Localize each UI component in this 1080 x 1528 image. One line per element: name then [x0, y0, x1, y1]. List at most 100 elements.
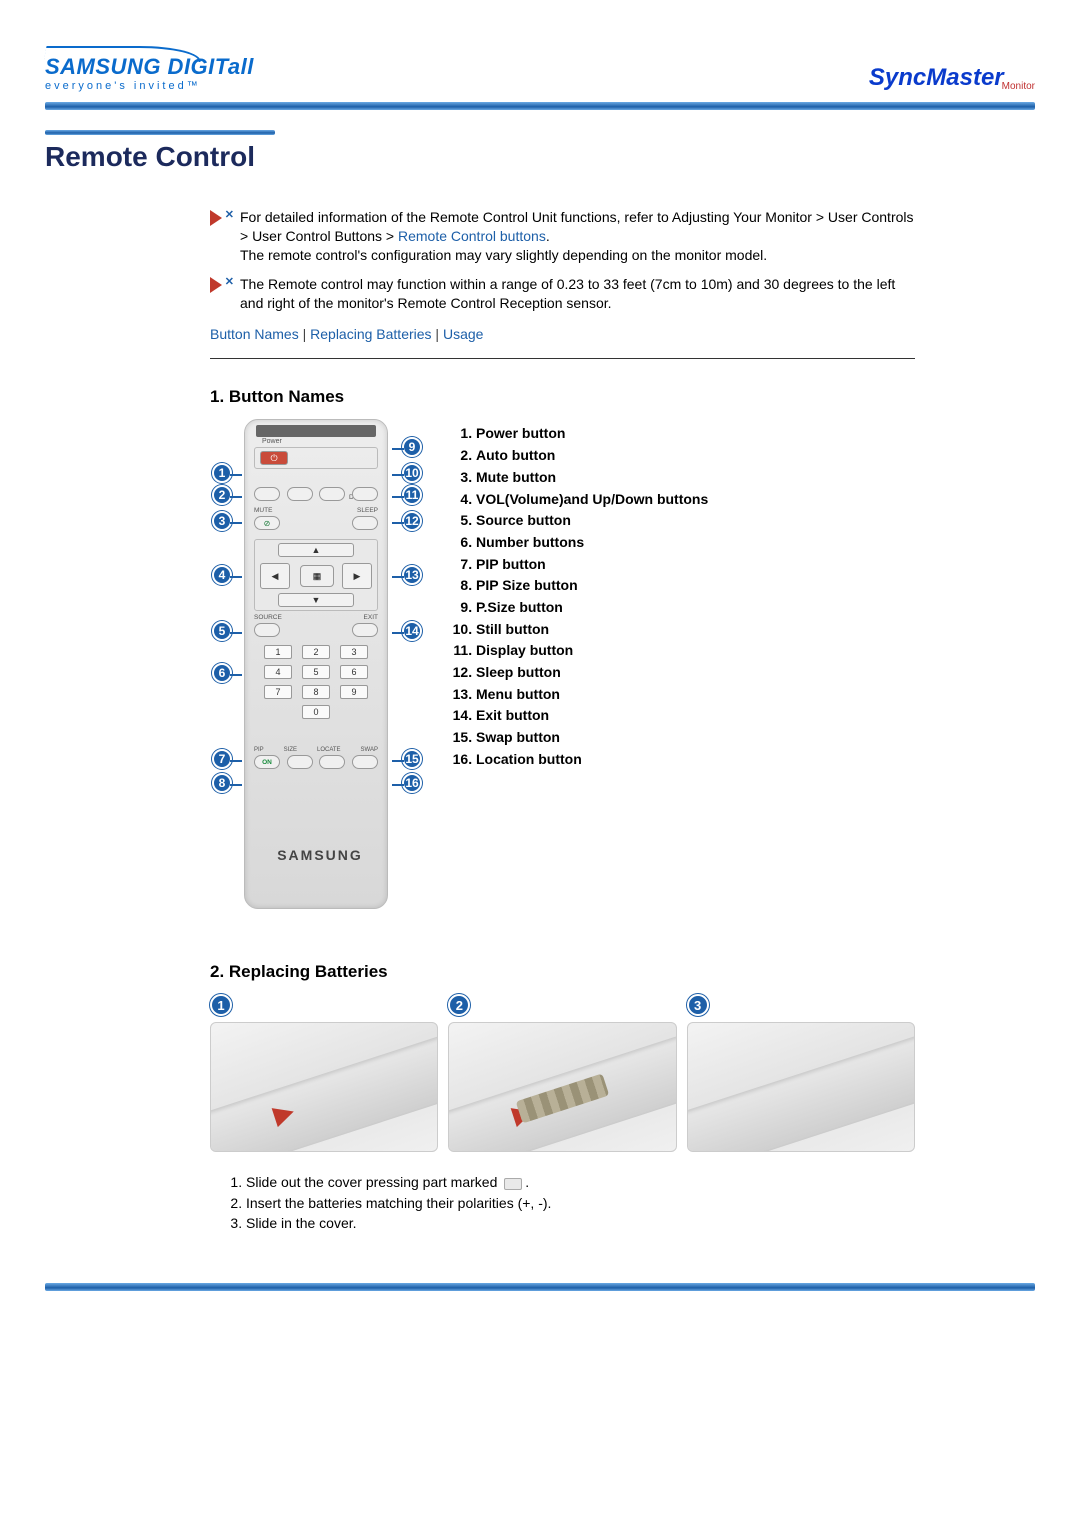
- page-title: Remote Control: [45, 141, 1035, 173]
- cover-marker-icon: [504, 1178, 522, 1190]
- logo-left-tagline: everyone's invited™: [45, 80, 254, 92]
- remote-brand: SAMSUNG: [210, 847, 430, 863]
- nav-sep: |: [299, 326, 310, 342]
- sleep-label: SLEEP: [357, 507, 378, 514]
- remote-control-buttons-link[interactable]: Remote Control buttons: [398, 228, 546, 244]
- dpad-up: ▲: [278, 543, 354, 557]
- nav-usage[interactable]: Usage: [443, 326, 483, 342]
- note-2-text: The Remote control may function within a…: [240, 275, 915, 313]
- button-names-ol: Power buttonAuto buttonMute buttonVOL(Vo…: [454, 423, 708, 770]
- note-1: For detailed information of the Remote C…: [210, 208, 915, 265]
- page-header: SAMSUNG DIGITall everyone's invited™ Syn…: [45, 40, 1035, 92]
- callout-14: 14: [402, 621, 422, 641]
- callout-9: 9: [402, 437, 422, 457]
- button-list-item: Display button: [476, 640, 708, 662]
- nav-links: Button Names | Replacing Batteries | Usa…: [210, 326, 915, 342]
- nav-button-names[interactable]: Button Names: [210, 326, 299, 342]
- swoosh-graphic: [45, 40, 205, 58]
- dpad-right: ▶: [342, 563, 372, 589]
- button-list-item: Auto button: [476, 445, 708, 467]
- mute-btn-graphic: ⊘: [254, 516, 280, 530]
- logo-right: SyncMasterMonitor: [869, 64, 1035, 92]
- dpad-center: ▦: [300, 565, 334, 587]
- button-list-item: Source button: [476, 510, 708, 532]
- power-label: Power: [262, 438, 282, 445]
- logo-right-main: SyncMaster: [869, 64, 1004, 91]
- exit-label: EXIT: [364, 614, 378, 621]
- battery-bubble-1: 1: [210, 994, 232, 1016]
- callout-2: 2: [212, 485, 232, 505]
- logo-left: SAMSUNG DIGITall everyone's invited™: [45, 40, 254, 92]
- num-8: 8: [302, 685, 330, 699]
- battery-img-2: [448, 1022, 676, 1152]
- battery-images-row: 1 2 3: [210, 994, 915, 1152]
- note-1-line2: The remote control's configuration may v…: [240, 247, 767, 263]
- num-7: 7: [264, 685, 292, 699]
- battery-step-1-pre: Slide out the cover pressing part marked: [246, 1174, 501, 1190]
- note-1-pre: For detailed information of the Remote C…: [240, 209, 914, 244]
- callout-8: 8: [212, 773, 232, 793]
- numpad: 1 2 3 4 5 6 7 8 9 0: [264, 645, 368, 725]
- callout-11: 11: [402, 485, 422, 505]
- button-list-item: PIP button: [476, 554, 708, 576]
- section-1-title: 1. Button Names: [210, 387, 915, 407]
- power-button-graphic: ⏻: [260, 451, 288, 465]
- callout-4: 4: [212, 565, 232, 585]
- num-9: 9: [340, 685, 368, 699]
- button-list-item: P.Size button: [476, 597, 708, 619]
- mute-label: MUTE: [254, 507, 272, 514]
- remote-diagram: Power ⏻ AUTO P.SIZE STILL DISPLAY MUTE S…: [210, 419, 430, 914]
- nav-replacing-batteries[interactable]: Replacing Batteries: [310, 326, 431, 342]
- num-5: 5: [302, 665, 330, 679]
- button-list-item: Number buttons: [476, 532, 708, 554]
- button-list-item: Swap button: [476, 727, 708, 749]
- button-list-item: Power button: [476, 423, 708, 445]
- battery-col-2: 2: [448, 994, 676, 1152]
- mute-sleep-labels: MUTE SLEEP: [254, 507, 378, 514]
- note-icon: [210, 277, 232, 293]
- logo-left-suffix: all: [228, 54, 254, 79]
- callout-15: 15: [402, 749, 422, 769]
- num-0: 0: [302, 705, 330, 719]
- nav-sep: |: [432, 326, 443, 342]
- battery-step-2: Insert the batteries matching their pola…: [246, 1193, 915, 1213]
- dpad-down: ▼: [278, 593, 354, 607]
- content-area: For detailed information of the Remote C…: [210, 208, 915, 1233]
- ir-window: [256, 425, 376, 437]
- callout-3: 3: [212, 511, 232, 531]
- callout-7: 7: [212, 749, 232, 769]
- callout-16: 16: [402, 773, 422, 793]
- battery-bubble-2: 2: [448, 994, 470, 1016]
- battery-img-1: [210, 1022, 438, 1152]
- note-1-text: For detailed information of the Remote C…: [240, 208, 915, 265]
- footer-rule: [45, 1283, 1035, 1291]
- psize-btn-graphic: [287, 487, 313, 501]
- logo-right-sub: Monitor: [1002, 81, 1035, 92]
- top-rule: [45, 102, 1035, 110]
- dpad-left: ◀: [260, 563, 290, 589]
- section-2-title: 2. Replacing Batteries: [210, 962, 915, 982]
- pip-label: PIP: [254, 747, 264, 753]
- still-btn-graphic: [319, 487, 345, 501]
- button-list-item: Still button: [476, 619, 708, 641]
- button-list-item: Menu button: [476, 684, 708, 706]
- note-1-post: .: [546, 228, 550, 244]
- num-3: 3: [340, 645, 368, 659]
- button-list-item: Mute button: [476, 467, 708, 489]
- num-6: 6: [340, 665, 368, 679]
- battery-col-3: 3: [687, 994, 915, 1152]
- locate-btn-graphic: [319, 755, 345, 769]
- source-label: SOURCE: [254, 614, 282, 621]
- callout-13: 13: [402, 565, 422, 585]
- num-4: 4: [264, 665, 292, 679]
- battery-col-1: 1: [210, 994, 438, 1152]
- red-arrow-icon: [272, 1099, 307, 1127]
- bottom-buttons: ON: [254, 755, 378, 769]
- pip-on-btn: ON: [254, 755, 280, 769]
- exit-btn-graphic: [352, 623, 378, 637]
- num-1: 1: [264, 645, 292, 659]
- mute-sleep-buttons: ⊘: [254, 516, 378, 530]
- battery-bubble-3: 3: [687, 994, 709, 1016]
- auto-btn-graphic: [254, 487, 280, 501]
- red-arrow-icon: [510, 1099, 545, 1127]
